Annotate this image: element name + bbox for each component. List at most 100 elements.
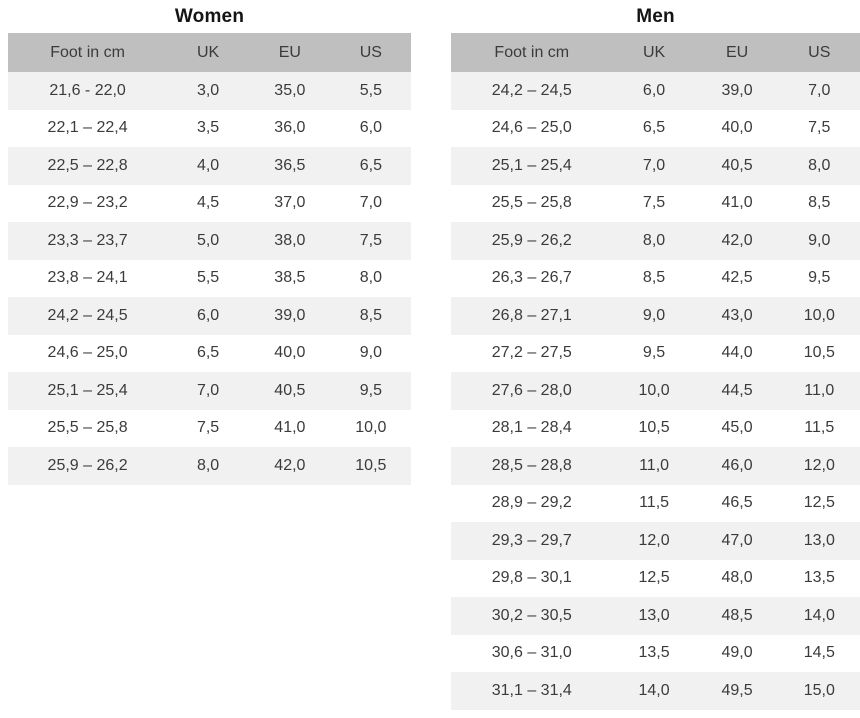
table-cell: 8,0 — [196, 456, 220, 474]
table-cell: 12,5 — [638, 569, 670, 587]
table-cell: 43,0 — [721, 306, 753, 324]
table-cell: 9,5 — [359, 381, 382, 399]
table-cell: 8,0 — [359, 269, 382, 287]
table-cell: 29,3 – 29,7 — [491, 531, 572, 549]
table-cell: 39,0 — [274, 306, 306, 324]
table-row: 28,9 – 29,2 11,5 46,5 12,5 — [451, 485, 860, 523]
table-cell: 8,0 — [642, 231, 666, 249]
column-header-foot-in-cm: Foot in cm — [50, 43, 125, 61]
table-cell: 11,0 — [804, 381, 835, 399]
table-cell: 12,0 — [638, 531, 670, 549]
table-row: 22,5 – 22,8 4,0 36,5 6,5 — [8, 147, 411, 185]
table-row: 25,5 – 25,8 7,5 41,0 8,5 — [451, 185, 860, 223]
table-cell: 7,0 — [642, 156, 666, 174]
table-cell: 48,0 — [721, 569, 753, 587]
table-cell: 9,0 — [642, 306, 666, 324]
table-cell: 24,6 – 25,0 — [491, 119, 572, 137]
men-size-table: Men Foot in cm UK EU US 24,2 – 24,5 6,0 39… — [451, 0, 860, 710]
women-table-header-row: Foot in cm UK EU US — [8, 33, 411, 72]
table-cell: 9,0 — [359, 344, 382, 362]
table-cell: 10,5 — [638, 419, 670, 437]
table-row: 24,2 – 24,5 6,0 39,0 8,5 — [8, 297, 411, 335]
table-cell: 25,5 – 25,8 — [491, 194, 572, 212]
table-cell: 36,5 — [274, 156, 306, 174]
table-cell: 38,0 — [274, 231, 306, 249]
table-cell: 40,5 — [274, 381, 306, 399]
column-header-eu: EU — [278, 43, 301, 61]
table-cell: 30,2 – 30,5 — [491, 606, 572, 624]
table-cell: 8,0 — [808, 156, 831, 174]
column-header-uk: UK — [642, 43, 666, 61]
table-cell: 46,5 — [721, 494, 753, 512]
table-cell: 4,0 — [196, 156, 220, 174]
table-cell: 25,1 – 25,4 — [491, 156, 572, 174]
column-header-uk: UK — [196, 43, 220, 61]
table-cell: 7,5 — [196, 419, 220, 437]
column-header-eu: EU — [725, 43, 749, 61]
table-row: 25,1 – 25,4 7,0 40,5 9,5 — [8, 372, 411, 410]
table-cell: 28,5 – 28,8 — [491, 456, 572, 474]
table-cell: 40,0 — [721, 119, 753, 137]
table-row: 22,9 – 23,2 4,5 37,0 7,0 — [8, 185, 411, 223]
table-cell: 36,0 — [274, 119, 306, 137]
table-cell: 31,1 – 31,4 — [491, 681, 572, 699]
table-cell: 26,3 – 26,7 — [491, 269, 572, 287]
table-cell: 38,5 — [274, 269, 306, 287]
table-cell: 28,9 – 29,2 — [491, 494, 572, 512]
table-cell: 27,6 – 28,0 — [491, 381, 572, 399]
table-cell: 23,3 – 23,7 — [47, 231, 128, 249]
table-cell: 25,5 – 25,8 — [47, 419, 128, 437]
table-cell: 7,5 — [808, 119, 831, 137]
table-cell: 8,5 — [359, 306, 382, 324]
table-cell: 5,5 — [359, 81, 382, 99]
table-row: 26,8 – 27,1 9,0 43,0 10,0 — [451, 297, 860, 335]
women-table-title: Women — [174, 5, 245, 27]
table-cell: 8,5 — [642, 269, 666, 287]
table-cell: 9,5 — [808, 269, 831, 287]
table-cell: 8,5 — [808, 194, 831, 212]
table-cell: 10,0 — [638, 381, 670, 399]
table-cell: 10,0 — [355, 419, 387, 437]
table-cell: 49,0 — [721, 644, 753, 662]
column-header-foot-in-cm: Foot in cm — [494, 43, 570, 61]
table-cell: 5,0 — [196, 231, 220, 249]
table-cell: 13,5 — [803, 569, 835, 587]
table-cell: 40,0 — [274, 344, 306, 362]
table-cell: 14,0 — [638, 681, 670, 699]
table-cell: 42,0 — [721, 231, 753, 249]
table-cell: 41,0 — [274, 419, 306, 437]
table-row: 25,1 – 25,4 7,0 40,5 8,0 — [451, 147, 860, 185]
table-row: 30,2 – 30,5 13,0 48,5 14,0 — [451, 597, 860, 635]
table-row: 30,6 – 31,0 13,5 49,0 14,5 — [451, 635, 860, 673]
table-cell: 24,2 – 24,5 — [491, 81, 572, 99]
table-cell: 27,2 – 27,5 — [491, 344, 572, 362]
table-row: 25,9 – 26,2 8,0 42,0 9,0 — [451, 222, 860, 260]
table-cell: 25,1 – 25,4 — [47, 381, 128, 399]
table-cell: 47,0 — [721, 531, 753, 549]
table-cell: 6,5 — [196, 344, 220, 362]
table-row: 23,8 – 24,1 5,5 38,5 8,0 — [8, 260, 411, 298]
table-cell: 11,0 — [639, 456, 670, 474]
table-cell: 25,9 – 26,2 — [491, 231, 572, 249]
table-cell: 14,5 — [803, 644, 835, 662]
table-row: 24,6 – 25,0 6,5 40,0 9,0 — [8, 335, 411, 373]
table-cell: 7,5 — [359, 231, 382, 249]
table-cell: 6,5 — [359, 156, 382, 174]
table-row: 23,3 – 23,7 5,0 38,0 7,5 — [8, 222, 411, 260]
table-cell: 10,0 — [803, 306, 835, 324]
table-cell: 3,0 — [196, 81, 220, 99]
table-cell: 3,5 — [196, 119, 220, 137]
table-cell: 24,2 – 24,5 — [47, 306, 128, 324]
table-row: 28,5 – 28,8 11,0 46,0 12,0 — [451, 447, 860, 485]
men-table-header-row: Foot in cm UK EU US — [451, 33, 860, 72]
table-row: 28,1 – 28,4 10,5 45,0 11,5 — [451, 410, 860, 448]
table-row: 27,6 – 28,0 10,0 44,5 11,0 — [451, 372, 860, 410]
table-cell: 22,1 – 22,4 — [47, 119, 128, 137]
table-cell: 48,5 — [721, 606, 753, 624]
table-cell: 21,6 - 22,0 — [49, 81, 126, 99]
table-cell: 10,5 — [803, 344, 835, 362]
table-cell: 9,5 — [642, 344, 666, 362]
table-cell: 23,8 – 24,1 — [47, 269, 128, 287]
table-cell: 45,0 — [721, 419, 753, 437]
table-cell: 9,0 — [808, 231, 831, 249]
